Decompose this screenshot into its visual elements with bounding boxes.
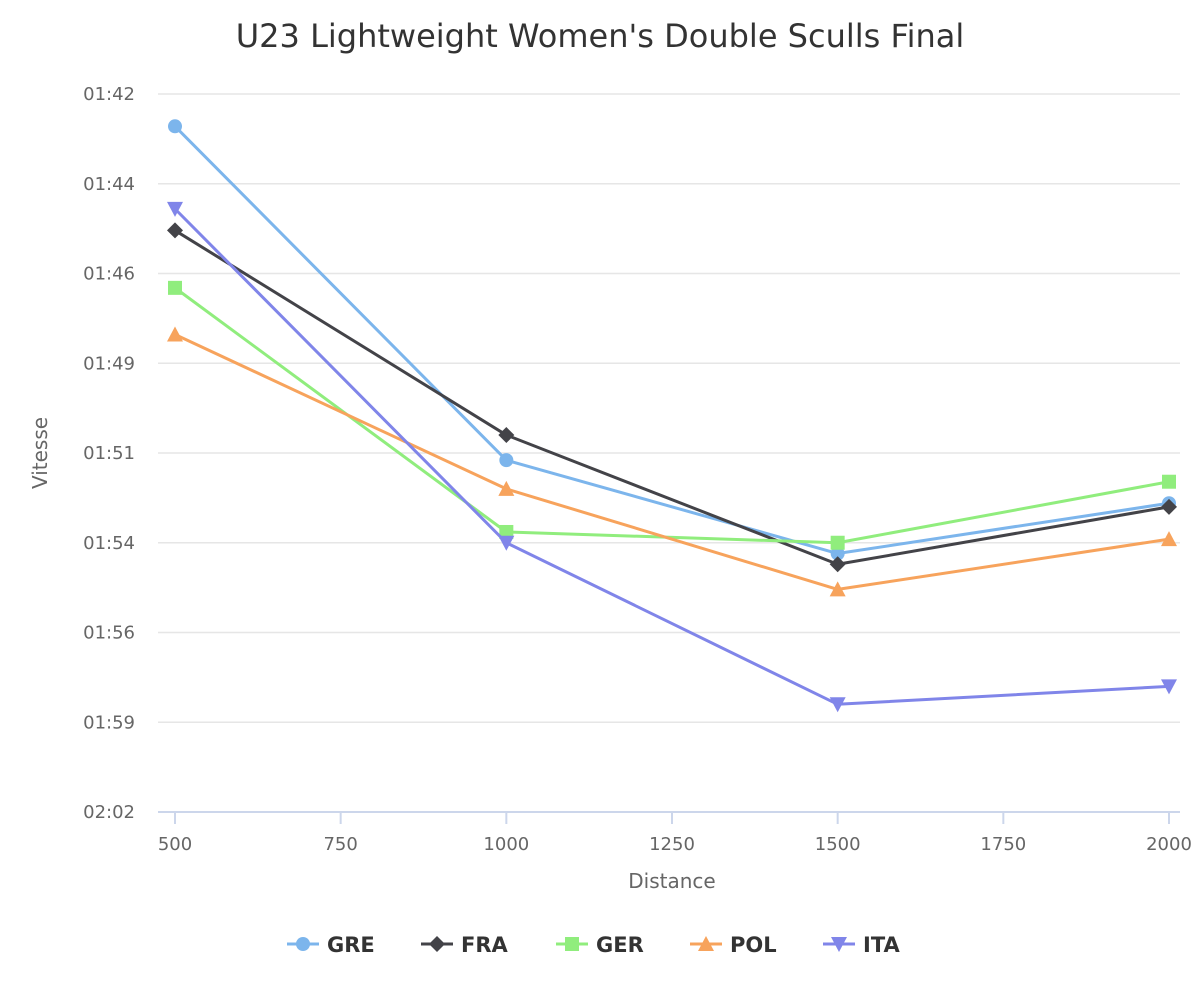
data-point-pol[interactable] [167,326,183,342]
data-point-pol[interactable] [829,581,846,597]
series-line-ita[interactable] [173,207,1171,706]
data-point-ger[interactable] [1162,474,1176,489]
data-point-fra[interactable] [829,556,846,573]
x-tick-label: 750 [323,834,357,855]
series-line-pol[interactable] [173,333,1171,591]
y-tick-label: 01:54 [83,533,135,554]
chart-title: U23 Lightweight Women's Double Sculls Fi… [236,17,964,55]
y-tick-label: 01:44 [83,174,135,195]
x-tick-label: 1750 [980,834,1026,855]
diamond-marker-icon [429,936,445,952]
data-point-pol[interactable] [498,480,515,496]
triangledown-marker-icon [831,937,847,952]
series-ita [167,201,1177,713]
y-tick-label: 02:02 [83,802,135,823]
y-tick-label: 01:42 [83,84,135,105]
legend-label: GRE [327,933,375,957]
data-point-ita[interactable] [1161,679,1177,695]
legend-item-fra[interactable]: FRA [421,933,509,957]
data-point-fra[interactable] [498,427,515,444]
y-tick-label: 01:46 [83,264,135,285]
legend-label: FRA [461,933,509,957]
x-axis: 500 750 1000 1250 1500 1750 2000 [158,811,1192,855]
triangle-marker-icon [698,936,714,951]
series-ger [168,280,1176,550]
series-line-gre[interactable] [173,124,1171,556]
y-tick-label: 01:49 [83,353,135,374]
data-point-ger[interactable] [830,535,845,550]
data-point-ita[interactable] [829,697,846,713]
x-tick-label: 2000 [1146,834,1192,855]
series-pol [167,326,1177,597]
y-tick-label: 01:56 [83,623,135,644]
square-marker-icon [565,937,579,951]
x-tick-label: 500 [158,834,192,855]
data-point-gre[interactable] [499,453,514,468]
x-axis-title: Distance [628,869,715,893]
circle-marker-icon [296,937,310,951]
legend-label: ITA [863,933,901,957]
data-point-ita[interactable] [167,201,183,217]
data-point-fra[interactable] [1161,498,1177,515]
y-axis-ticks: 01:42 01:44 01:46 01:49 01:51 01:54 01:56 01:59… [83,84,135,823]
legend-label: POL [730,933,777,957]
legend-item-ger[interactable]: GER [556,933,644,957]
series-gre [168,119,1176,561]
x-tick-label: 1000 [483,834,529,855]
data-point-ger[interactable] [168,280,182,295]
legend-item-pol[interactable]: POL [690,933,777,957]
y-axis-title: Vitesse [28,417,52,489]
gridlines [158,93,1180,723]
series-line-ger[interactable] [173,286,1171,545]
legend-item-ita[interactable]: ITA [823,933,901,957]
series-line-fra[interactable] [173,228,1171,566]
x-tick-label: 1250 [649,834,695,855]
x-tick-label: 1500 [815,834,861,855]
y-tick-label: 01:59 [83,712,135,733]
y-tick-label: 01:51 [83,443,135,464]
data-point-fra[interactable] [167,222,183,239]
legend: GRE FRA GER POL ITA [287,933,901,957]
legend-item-gre[interactable]: GRE [287,933,375,957]
legend-label: GER [596,933,644,957]
data-point-gre[interactable] [830,546,845,561]
data-point-ger[interactable] [499,524,514,539]
data-point-pol[interactable] [1161,531,1177,547]
series-fra [167,222,1177,573]
series-group [167,119,1177,713]
data-point-ita[interactable] [498,535,515,551]
data-point-gre[interactable] [168,119,182,134]
